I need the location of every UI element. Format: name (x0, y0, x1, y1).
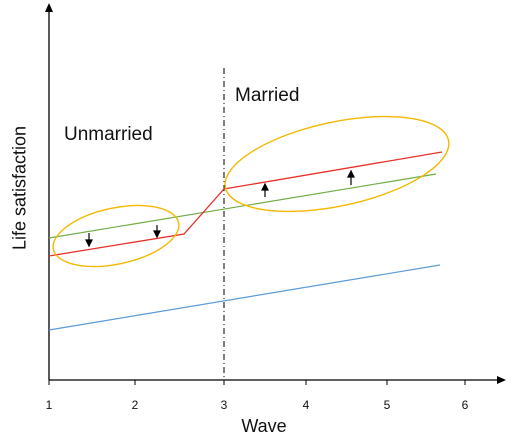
up-arrowhead-1 (261, 182, 269, 191)
down-arrowhead-2 (153, 230, 161, 239)
married-ellipse (224, 115, 450, 213)
green-trend-line (48, 173, 437, 239)
married-label: Married (235, 85, 300, 106)
deviation-arrows (85, 169, 355, 248)
x-tick-marks (48, 380, 466, 385)
x-axis-arrowhead (497, 376, 506, 384)
x-axis-title: Wave (241, 416, 287, 436)
x-tick-label: 1 (45, 398, 53, 412)
up-arrowhead-2 (347, 169, 355, 178)
x-tick-label: 3 (220, 398, 228, 412)
y-axis-arrowhead (45, 3, 53, 12)
x-tick-label: 4 (302, 398, 310, 412)
lower-blue-line (48, 264, 441, 331)
unmarried-ellipse (52, 204, 180, 268)
x-tick-label: 2 (131, 398, 139, 412)
down-arrowhead-1 (85, 239, 93, 248)
x-tick-label: 6 (461, 398, 469, 412)
red-trajectory-line (48, 151, 443, 257)
unmarried-label: Unmarried (64, 124, 153, 145)
y-axis-title: Life satisfaction (9, 125, 30, 251)
x-tick-label: 5 (383, 398, 391, 412)
